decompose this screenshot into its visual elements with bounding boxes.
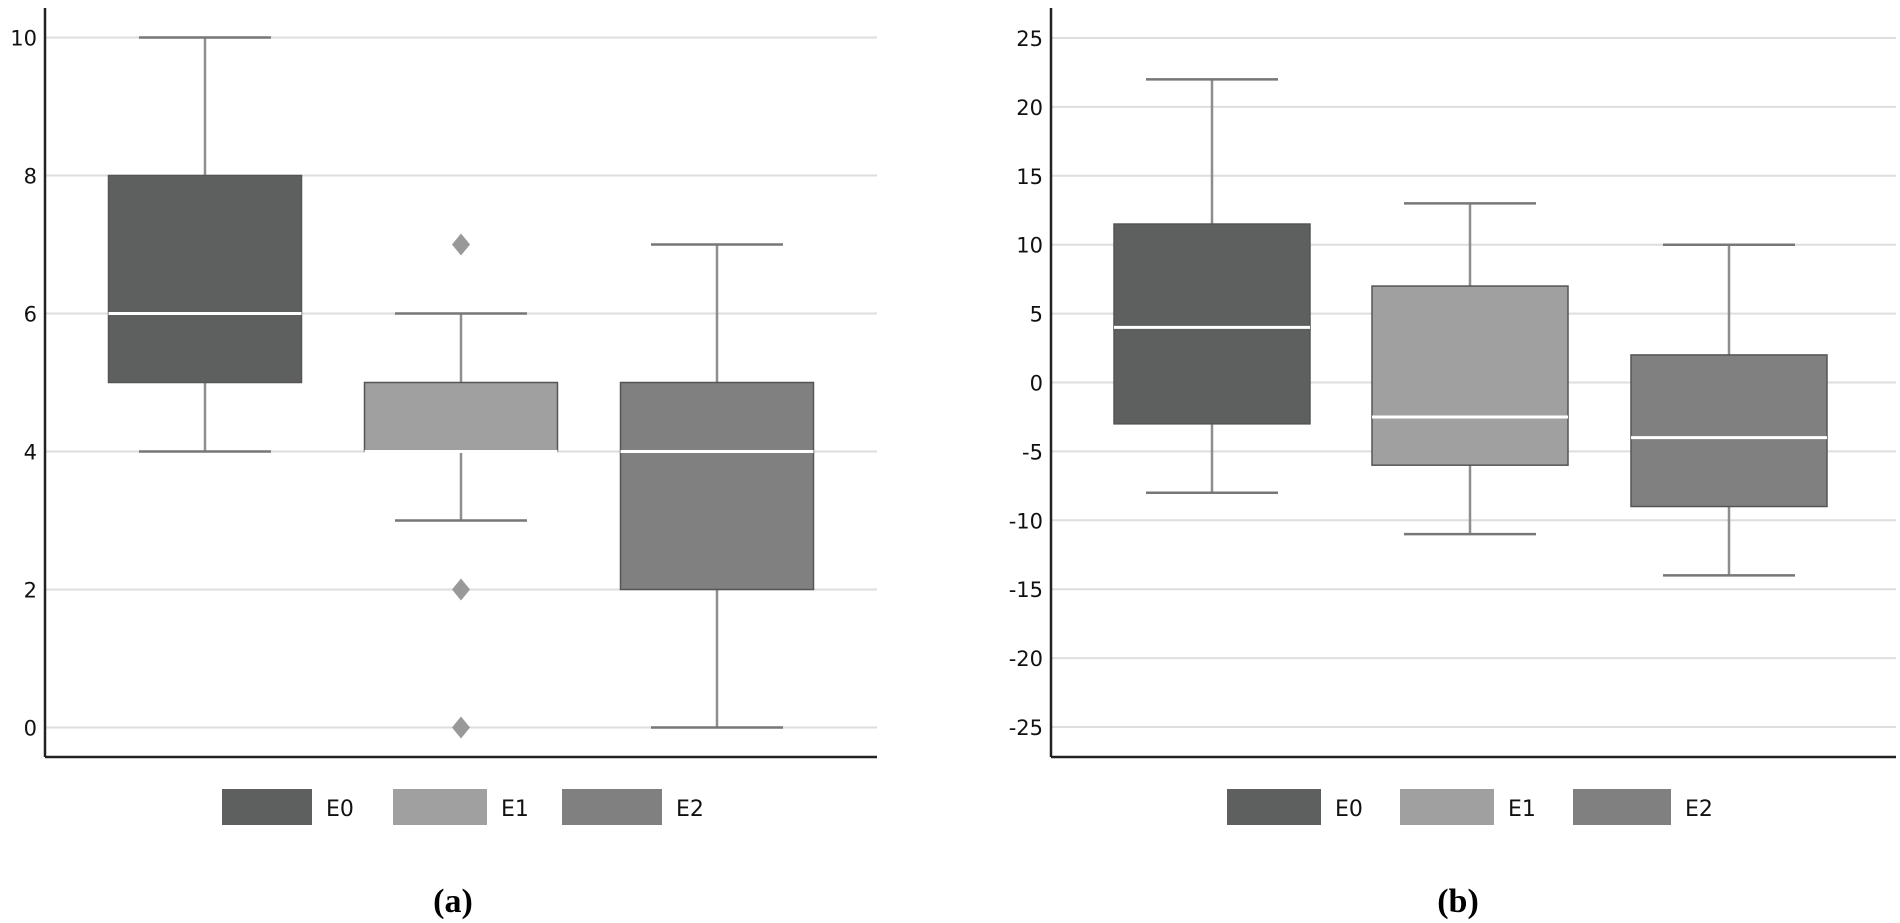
box-e0 — [107, 174, 303, 384]
legend-label: E2 — [676, 797, 704, 822]
y-tick-label: 20 — [1016, 96, 1043, 120]
legend-swatch — [1573, 789, 1671, 825]
chart-b: 25 20 15 10 5 0 -5 -10 -15 -20 -25 E0 E1 E2 — [1009, 8, 1896, 825]
legend-swatch — [1227, 789, 1321, 825]
box-e1 — [1371, 285, 1569, 466]
box-e2 — [1630, 354, 1828, 508]
box-e1 — [363, 381, 559, 453]
chart-a: 0 2 4 6 8 10 E0 E1 E2 — [10, 8, 877, 825]
box-e0 — [1113, 223, 1311, 425]
legend-swatch — [222, 789, 312, 825]
legend-label: E2 — [1685, 797, 1713, 822]
caption-a: (a) — [433, 883, 473, 920]
legend-swatch — [562, 789, 662, 825]
y-tick-label: -20 — [1009, 647, 1043, 671]
box-e2 — [619, 381, 815, 591]
y-tick-label: 15 — [1016, 165, 1043, 189]
y-tick-label: -5 — [1022, 440, 1043, 464]
y-tick-label: 5 — [1030, 303, 1043, 327]
y-tick-label: -25 — [1009, 716, 1043, 740]
legend-swatch — [1400, 789, 1494, 825]
y-tick-label: 10 — [1016, 234, 1043, 258]
y-tick-label: 0 — [24, 717, 37, 741]
y-tick-label: -15 — [1009, 578, 1043, 602]
caption-b: (b) — [1437, 883, 1479, 920]
y-tick-label: 10 — [10, 27, 37, 51]
y-tick-label: 4 — [24, 441, 37, 465]
y-tick-label: 2 — [24, 579, 37, 603]
outlier-point — [451, 233, 471, 256]
legend-label: E0 — [326, 797, 354, 822]
outlier-point — [451, 578, 471, 601]
y-tick-label: 0 — [1030, 372, 1043, 396]
y-tick-label: -10 — [1009, 509, 1043, 533]
outlier-point — [451, 716, 471, 739]
y-tick-label: 6 — [24, 303, 37, 327]
legend-label: E0 — [1335, 797, 1363, 822]
legend-label: E1 — [501, 797, 529, 822]
legend-swatch — [393, 789, 487, 825]
y-tick-label: 25 — [1016, 27, 1043, 51]
legend-label: E1 — [1508, 797, 1536, 822]
y-tick-label: 8 — [24, 165, 37, 189]
